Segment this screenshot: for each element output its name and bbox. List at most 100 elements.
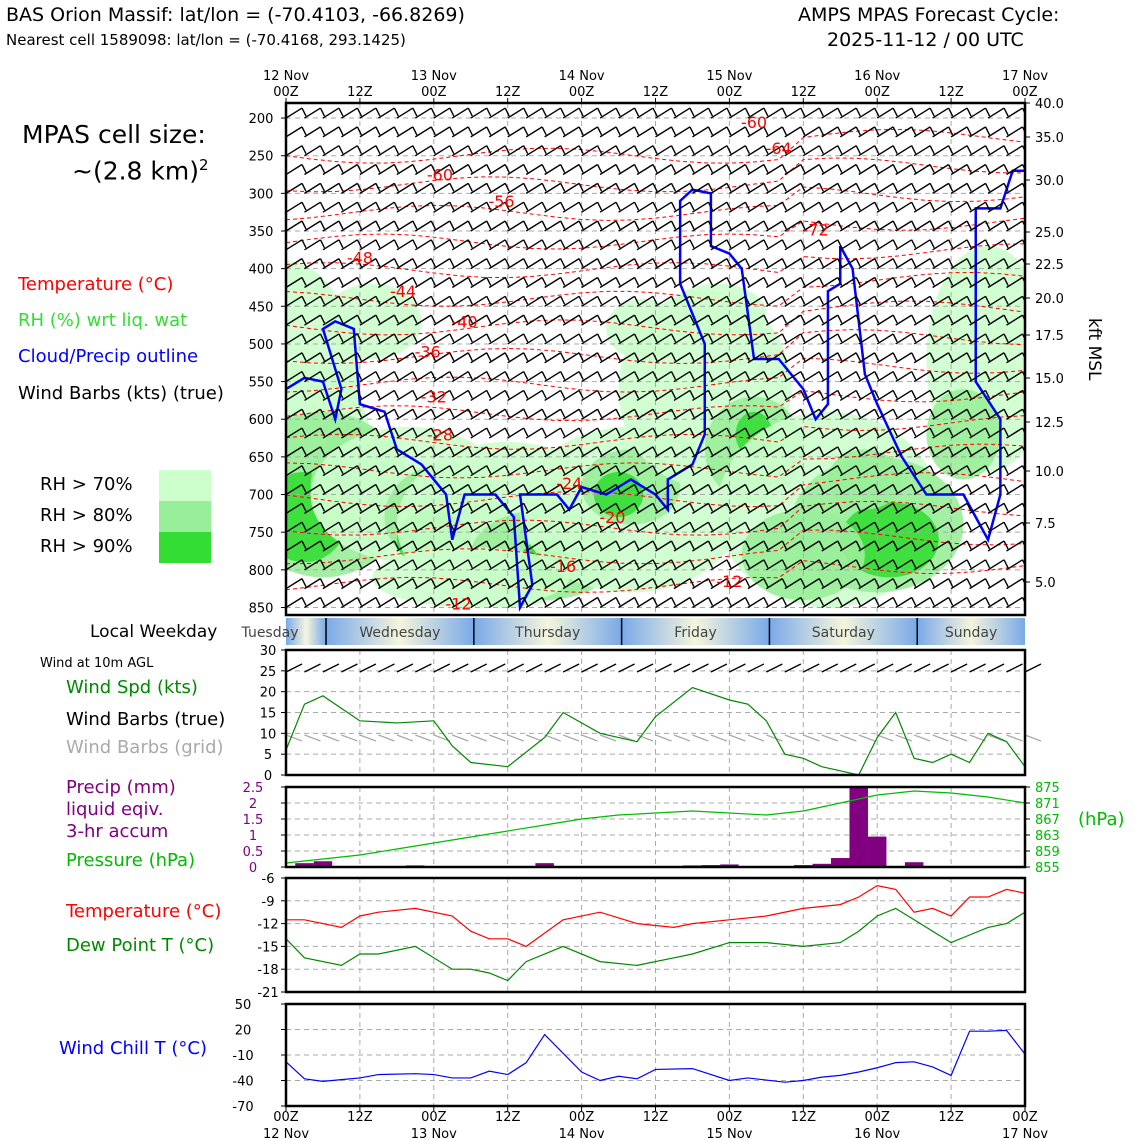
wind-barb [765,201,783,213]
wind-barb [359,446,377,458]
wind-barb [784,239,802,251]
wind-barb-flag [726,314,732,324]
wind-barb-flag [467,446,473,456]
wind-barb-flag [430,107,436,117]
wind-barb [618,540,635,552]
wind-barb-flag [596,220,603,230]
wind-barb [802,295,820,307]
wind-barb [581,201,598,213]
wind-barb [562,427,580,439]
wind-barb-flag [633,239,640,249]
wind-barb [913,446,931,458]
tick-precip-label: 2 [249,797,257,812]
wind-barb-flag [874,239,880,249]
precip-bar [904,862,924,867]
swatch-rh90 [159,532,211,563]
wind-barb [692,276,709,289]
wind-barb [765,578,783,590]
wind-barb-flag [929,352,935,362]
wind-barb [378,596,395,609]
wind-barb-flag [892,333,898,343]
wind-barb [286,502,303,514]
wind-barb [858,201,876,213]
wind-barb-flag [633,107,640,117]
wind-barb-flag [412,314,418,324]
wind-barb [470,145,488,157]
wind-barb [913,483,931,496]
wind-barb-flag [763,220,769,230]
wind-barb-flag [560,352,566,362]
wind-barb [858,314,876,326]
wind-barb-flag [338,408,344,418]
wind-barb [729,578,746,590]
wind-barb [692,145,709,157]
wind-barb [913,314,931,326]
wind-barb [655,352,672,364]
wind-barb-flag [375,390,381,399]
wind-barb [784,220,802,232]
wind-barb [433,126,451,138]
wind-barb [507,596,525,609]
wind-barb [1006,446,1023,458]
wind-barb [839,258,857,270]
wind-barb-flag [726,333,732,343]
wind-barb [451,163,469,176]
wind-barb-flag [855,597,861,606]
wind-barb [673,596,691,609]
wind-barb-flag [393,220,400,230]
wind-barb [341,107,358,119]
wind-barb [802,276,820,289]
wind-barb-flag [929,540,935,550]
wind-barb-flag [560,446,566,456]
wind-barb [876,521,894,533]
wind-barb [969,483,986,496]
legend-rh: RH (%) wrt liq. wat [18,310,188,331]
wind-barb-10m [747,663,765,673]
wind-barb-flag [467,107,473,117]
wind-barb-flag [523,427,529,437]
wind-barb [969,333,986,345]
wind-barb [636,163,654,176]
wind-barb-flag [837,446,843,456]
tick-wind-label: 30 [260,644,277,659]
wind-barb-flag [633,126,640,136]
legend-precip-3: 3-hr accum [66,821,169,842]
wind-barb-flag [726,390,732,399]
wind-barb-flag [393,239,400,249]
wind-barb [488,107,506,119]
wind-barb-flag [947,239,954,249]
wind-barb [747,145,765,157]
wind-barb [488,559,506,571]
wind-barb [969,596,986,609]
wind-barb [987,295,1005,307]
wind-barb [396,370,414,383]
wind-barb [636,389,654,402]
wind-barb [821,352,839,364]
tick-pressure-right-label: 871 [1035,797,1060,812]
wind-barb [451,333,469,345]
wind-barb-flag [449,277,455,286]
wind-barb [341,446,358,458]
tick-pressure-label: 400 [249,263,274,278]
wind-barb [987,559,1005,571]
wind-barb-flag [356,427,363,437]
temperature-contour [286,217,1025,250]
wind-barb-flag [375,201,381,211]
wind-barb-flag [726,371,732,380]
legend-wind: Wind Barbs (kts) (true) [18,383,224,404]
wind-barb [618,276,635,289]
wind-barb-flag [874,446,880,456]
wind-barb [470,276,488,289]
wind-barb-flag [818,503,824,512]
wind-barb [913,427,931,439]
wind-barb-flag [486,277,492,286]
wind-barb [932,465,949,477]
tick-precip-label: 2.5 [243,781,264,796]
wind-barb [599,352,617,364]
wind-barb [913,559,931,571]
tick-pressure-label: 850 [249,601,274,616]
wind-barb-flag [523,390,529,399]
wind-barb [987,389,1005,402]
wind-barb-flag [855,503,861,512]
wind-barb [950,446,968,458]
